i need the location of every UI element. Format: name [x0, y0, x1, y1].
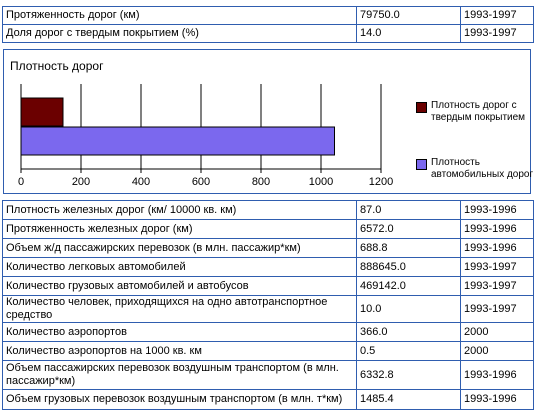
row-value: 1485.4: [356, 389, 461, 410]
row-value: 6572.0: [356, 219, 461, 239]
table-row: Объем пассажирских перевозок воздушным т…: [2, 360, 534, 390]
legend-label-paved: Плотность дорог с твердым покрытием: [431, 100, 526, 123]
row-label: Количество легковых автомобилей: [2, 257, 357, 277]
row-label: Объем ж/д пассажирских перевозок (в млн.…: [2, 238, 357, 258]
bar-series-1: [20, 126, 335, 156]
table-row: Количество легковых автомобилей 888645.0 1…: [2, 257, 534, 277]
row-period: 1993-1996: [460, 200, 534, 220]
chart-plot: 0 200 400 600 800 1000 1200: [18, 84, 393, 188]
row-label: Плотность железных дорог (км/ 10000 кв. …: [2, 200, 357, 220]
bar-series-0: [20, 97, 64, 127]
table-row: Количество грузовых автомобилей и автобу…: [2, 276, 534, 296]
row-label: Протяженность дорог (км): [2, 6, 357, 25]
row-label: Объем пассажирских перевозок воздушным т…: [2, 360, 357, 390]
row-period: 1993-1996: [460, 360, 534, 390]
row-period: 2000: [460, 322, 534, 342]
x-tick-label: 400: [132, 176, 150, 188]
table-row: Количество аэропортов 366.0 2000: [2, 322, 534, 342]
row-label: Количество грузовых автомобилей и автобу…: [2, 276, 357, 296]
row-period: 1993-1997: [460, 24, 534, 43]
table-row: Количество аэропортов на 1000 кв. км 0.5 2…: [2, 341, 534, 361]
x-tick-label: 1200: [369, 176, 393, 188]
row-period: 1993-1997: [460, 276, 534, 296]
x-tick-label: 200: [72, 176, 90, 188]
row-label: Объем грузовых перевозок воздушным транс…: [2, 389, 357, 410]
table-row: Доля дорог с твердым покрытием (%) 14.0 …: [2, 24, 534, 43]
row-period: 1993-1996: [460, 389, 534, 410]
table-row: Объем ж/д пассажирских перевозок (в млн.…: [2, 238, 534, 258]
row-value: 888645.0: [356, 257, 461, 277]
road-length-table: Протяженность дорог (км) 79750.0 1993-19…: [2, 6, 534, 43]
row-period: 2000: [460, 341, 534, 361]
row-value: 0.5: [356, 341, 461, 361]
row-period: 1993-1997: [460, 6, 534, 25]
table-row: Объем грузовых перевозок воздушным транс…: [2, 389, 534, 410]
row-period: 1993-1996: [460, 238, 534, 258]
x-tick-label: 1000: [309, 176, 333, 188]
row-value: 366.0: [356, 322, 461, 342]
row-value: 688.8: [356, 238, 461, 258]
road-density-chart: Плотность дорог 0 200 400 600 800 1000 1200 Пл…: [3, 49, 533, 194]
x-tick-label: 600: [192, 176, 210, 188]
transport-stats-table: Плотность железных дорог (км/ 10000 кв. …: [2, 200, 534, 410]
legend-label-auto: Плотность автомобильных дорог: [431, 157, 534, 180]
row-period: 1993-1996: [460, 219, 534, 239]
row-label: Протяженность железных дорог (км): [2, 219, 357, 239]
x-tick-label: 800: [252, 176, 270, 188]
row-value: 79750.0: [356, 6, 461, 25]
table-row: Протяженность железных дорог (км) 6572.0 1…: [2, 219, 534, 239]
legend-swatch-paved: [416, 102, 427, 113]
row-period: 1993-1997: [460, 257, 534, 277]
row-label: Количество аэропортов: [2, 322, 357, 342]
row-label: Доля дорог с твердым покрытием (%): [2, 24, 357, 43]
row-value: 469142.0: [356, 276, 461, 296]
row-label: Количество аэропортов на 1000 кв. км: [2, 341, 357, 361]
row-period: 1993-1997: [460, 295, 534, 323]
legend-swatch-auto: [416, 159, 427, 170]
table-row: Плотность железных дорог (км/ 10000 кв. …: [2, 200, 534, 220]
chart-title: Плотность дорог: [10, 59, 104, 73]
row-label: Количество человек, приходящихся на одно…: [2, 295, 357, 323]
table-row: Количество человек, приходящихся на одно…: [2, 295, 534, 323]
row-value: 14.0: [356, 24, 461, 43]
row-value: 6332.8: [356, 360, 461, 390]
x-tick-label: 0: [18, 176, 24, 188]
row-value: 10.0: [356, 295, 461, 323]
table-row: Протяженность дорог (км) 79750.0 1993-19…: [2, 6, 534, 25]
row-value: 87.0: [356, 200, 461, 220]
